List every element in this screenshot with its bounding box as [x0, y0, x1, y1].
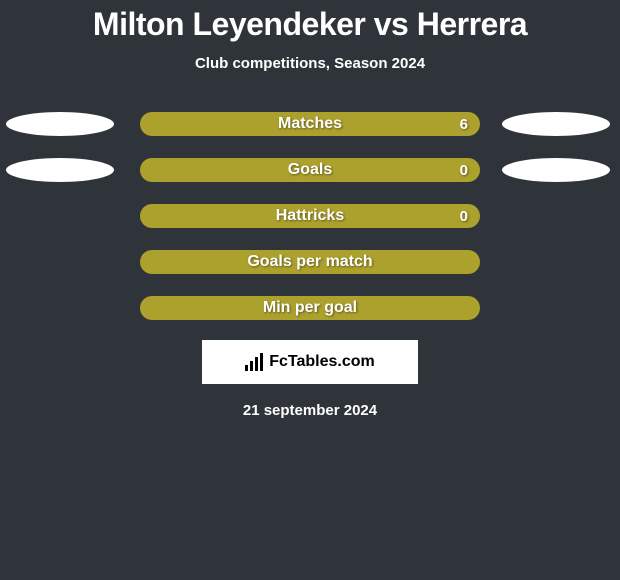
stat-row: Goals 0 — [0, 158, 620, 182]
fctables-logo: FcTables.com — [245, 353, 375, 371]
logo-box: FcTables.com — [202, 340, 418, 384]
stat-row: Min per goal — [0, 296, 620, 320]
stat-value: 6 — [460, 116, 468, 133]
stat-bar: Hattricks 0 — [140, 204, 480, 228]
stat-label: Min per goal — [263, 299, 357, 317]
left-ellipse — [6, 158, 114, 182]
stat-label: Goals — [288, 161, 332, 179]
stat-row: Hattricks 0 — [0, 204, 620, 228]
stat-bar: Goals per match — [140, 250, 480, 274]
stat-value: 0 — [460, 162, 468, 179]
page-title: Milton Leyendeker vs Herrera — [93, 6, 527, 43]
stat-label: Hattricks — [276, 207, 344, 225]
stat-value: 0 — [460, 208, 468, 225]
stat-bar: Matches 6 — [140, 112, 480, 136]
logo-text: FcTables.com — [269, 353, 375, 371]
right-ellipse — [502, 112, 610, 136]
stat-label: Goals per match — [247, 253, 372, 271]
stat-row: Matches 6 — [0, 112, 620, 136]
stat-row: Goals per match — [0, 250, 620, 274]
stat-rows: Matches 6 Goals 0 Hattricks 0 Goals per … — [0, 112, 620, 320]
right-ellipse — [502, 158, 610, 182]
stat-label: Matches — [278, 115, 342, 133]
bar-chart-icon — [245, 353, 265, 371]
date-label: 21 september 2024 — [243, 402, 377, 419]
left-ellipse — [6, 112, 114, 136]
page-subtitle: Club competitions, Season 2024 — [195, 55, 425, 72]
stat-bar: Goals 0 — [140, 158, 480, 182]
stat-bar: Min per goal — [140, 296, 480, 320]
